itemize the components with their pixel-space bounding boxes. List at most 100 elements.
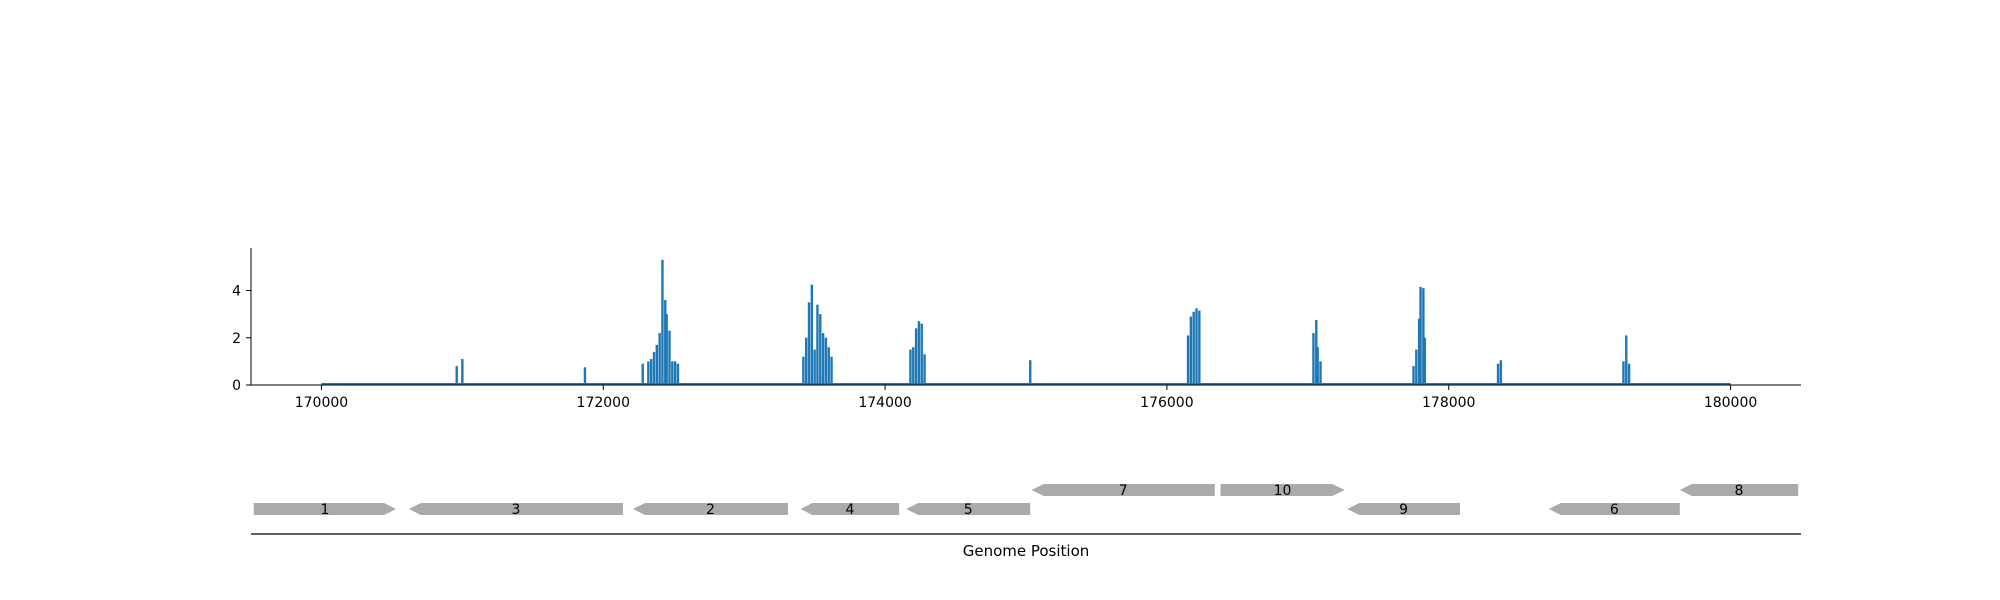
coverage-bar-38 <box>1198 310 1201 385</box>
coverage-bar-18 <box>807 302 811 385</box>
gene-label: 3 <box>511 502 520 518</box>
coverage-bar-29 <box>914 328 918 385</box>
x-tick-label: 178000 <box>1422 395 1475 411</box>
coverage-bar-23 <box>821 333 825 385</box>
coverage-bar-2 <box>583 367 587 385</box>
gene-label: 7 <box>1119 483 1128 499</box>
coverage-bar-42 <box>1319 361 1322 385</box>
coverage-bar-6 <box>652 351 656 385</box>
coverage-bar-8 <box>658 333 661 385</box>
coverage-bar-11 <box>665 314 668 385</box>
gene-arrow <box>1347 503 1460 515</box>
y-tick-label: 0 <box>232 378 241 394</box>
coverage-bar-22 <box>819 314 822 385</box>
gene-label: 6 <box>1610 502 1619 518</box>
gene-arrow <box>1220 484 1345 496</box>
x-tick-label: 180000 <box>1704 395 1757 411</box>
gene-arrow <box>1031 484 1215 496</box>
coverage-bar-45 <box>1417 318 1421 385</box>
x-tick-label: 176000 <box>1140 395 1193 411</box>
coverage-bar-3 <box>641 363 644 385</box>
x-tick-label: 174000 <box>858 395 911 411</box>
coverage-bar-10 <box>664 299 667 385</box>
coverage-bar-15 <box>676 363 680 385</box>
gene-6: 6 <box>1548 502 1680 518</box>
gene-label: 4 <box>845 502 854 518</box>
coverage-bar-9 <box>661 259 664 385</box>
gene-track: 1 3 2 4 5 7 10 9 6 8 Genome Position <box>251 483 1801 560</box>
coverage-bar-35 <box>1189 316 1193 385</box>
coverage-bar-5 <box>649 359 653 385</box>
coverage-bar-30 <box>917 321 921 385</box>
gene-label: 2 <box>706 502 715 518</box>
gene-arrow <box>632 503 788 515</box>
coverage-bar-53 <box>1627 363 1631 385</box>
x-axis-ticks: 170000 172000 174000 176000 178000 180000 <box>295 385 1757 411</box>
coverage-bar-28 <box>912 347 915 385</box>
coverage-bar-27 <box>909 349 912 385</box>
coverage-bar-26 <box>830 356 833 385</box>
x-tick-label: 172000 <box>577 395 630 411</box>
x-tick-label: 170000 <box>295 395 348 411</box>
gene-arrow <box>408 503 623 515</box>
y-axis-ticks: 0 2 4 <box>232 284 251 394</box>
coverage-bar-20 <box>813 349 816 385</box>
coverage-bar-51 <box>1622 361 1625 385</box>
coverage-bar-52 <box>1625 335 1628 385</box>
gene-arrow <box>800 503 900 515</box>
coverage-bar-21 <box>816 304 819 385</box>
y-tick-label: 2 <box>232 331 241 347</box>
coverage-bar-14 <box>673 361 677 385</box>
coverage-bar-0 <box>455 366 458 385</box>
coverage-bar-40 <box>1315 320 1318 385</box>
coverage-bar-13 <box>671 361 674 385</box>
gene-9: 9 <box>1347 502 1460 518</box>
coverage-bar-37 <box>1195 308 1198 385</box>
coverage-bars <box>455 259 1631 385</box>
coverage-bar-4 <box>647 361 650 385</box>
coverage-bar-36 <box>1192 311 1195 385</box>
coverage-bar-12 <box>668 330 671 385</box>
coverage-bar-44 <box>1415 349 1418 385</box>
coverage-bar-7 <box>655 344 659 385</box>
coverage-bar-47 <box>1422 288 1425 385</box>
gene-label: 1 <box>321 502 330 518</box>
coverage-bar-25 <box>827 347 830 385</box>
gene-arrow <box>1679 484 1799 496</box>
gene-7: 7 <box>1031 483 1215 499</box>
coverage-bar-46 <box>1419 286 1422 385</box>
coverage-bar-33 <box>1029 360 1032 385</box>
coverage-bar-41 <box>1316 347 1319 385</box>
coverage-bar-34 <box>1186 335 1190 385</box>
coverage-bar-17 <box>804 337 808 385</box>
gene-label: 5 <box>964 502 973 518</box>
coverage-plot: 170000 172000 174000 176000 178000 180000 0 2 4 <box>232 248 1801 411</box>
gene-arrow <box>253 503 397 515</box>
coverage-bar-16 <box>802 356 805 385</box>
coverage-bar-49 <box>1496 363 1500 385</box>
gene-arrows: 1 3 2 4 5 7 10 9 6 8 <box>253 483 1799 518</box>
gene-label: 8 <box>1735 483 1744 499</box>
coverage-bar-48 <box>1423 337 1426 385</box>
gene-track-xlabel: Genome Position <box>963 542 1090 560</box>
gene-arrow <box>1548 503 1680 515</box>
coverage-bar-31 <box>920 323 923 385</box>
gene-2: 2 <box>632 502 788 518</box>
coverage-bar-1 <box>461 359 464 385</box>
gene-label: 10 <box>1274 483 1292 499</box>
gene-10: 10 <box>1220 483 1345 499</box>
gene-5: 5 <box>906 502 1031 518</box>
gene-3: 3 <box>408 502 623 518</box>
coverage-bar-32 <box>923 354 926 385</box>
coverage-bar-24 <box>824 337 828 385</box>
coverage-bar-43 <box>1412 366 1415 385</box>
gene-8: 8 <box>1679 483 1799 499</box>
y-tick-label: 4 <box>232 284 241 300</box>
coverage-bar-50 <box>1499 360 1503 385</box>
gene-label: 9 <box>1399 502 1408 518</box>
coverage-bar-19 <box>810 284 814 385</box>
gene-arrow <box>906 503 1031 515</box>
gene-4: 4 <box>800 502 900 518</box>
gene-1: 1 <box>253 502 397 518</box>
